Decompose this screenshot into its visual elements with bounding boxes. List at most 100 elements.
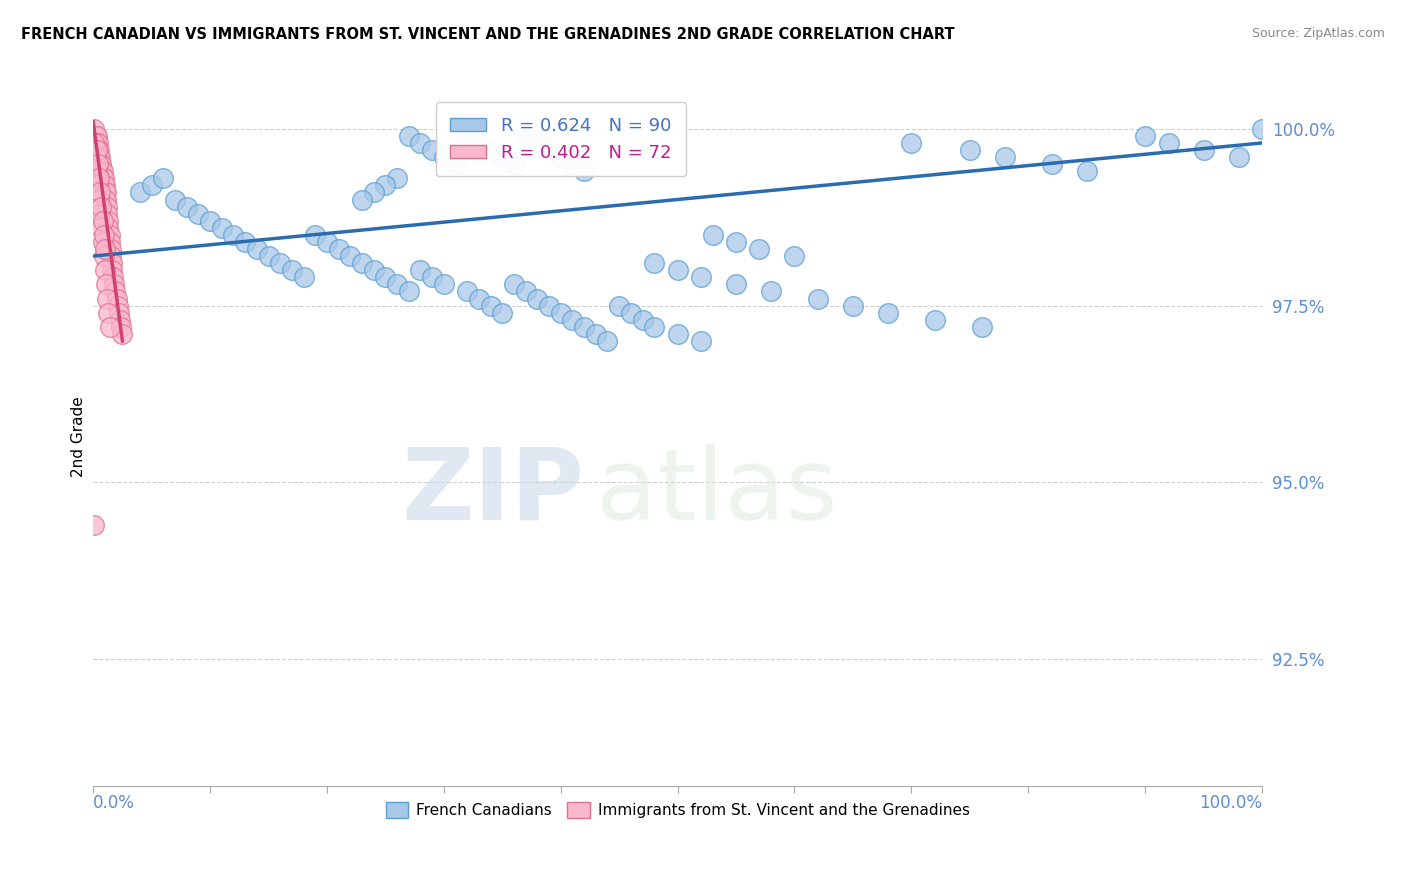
Point (87, 143, 110, 157)
Point (222, 227, 245, 242)
Point (94, 178, 117, 193)
Point (101, 263, 124, 277)
Point (759, 285, 782, 299)
Point (702, 227, 724, 242)
Point (91, 235, 114, 249)
Point (409, 136, 432, 150)
Point (110, 319, 132, 334)
Point (491, 306, 513, 320)
Point (104, 285, 127, 299)
Point (89, 186, 111, 200)
Point (233, 235, 256, 249)
Point (97, 213, 120, 227)
Point (94, 186, 117, 200)
Point (86, 143, 108, 157)
Point (87, 143, 110, 157)
Point (87, 157, 110, 171)
Point (550, 306, 572, 320)
Point (91, 164, 114, 178)
Point (420, 143, 443, 157)
Point (339, 249, 361, 263)
Point (101, 270, 124, 285)
Point (211, 220, 233, 235)
Point (456, 128, 478, 143)
Point (83, 517, 105, 532)
Point (607, 299, 630, 313)
Point (643, 256, 665, 270)
Point (187, 207, 209, 221)
Point (97, 306, 120, 320)
Point (246, 242, 269, 256)
Point (631, 312, 654, 326)
Point (108, 312, 131, 326)
Point (924, 312, 946, 326)
Point (111, 326, 134, 341)
Point (959, 143, 981, 157)
Point (257, 249, 280, 263)
Point (198, 213, 221, 227)
Point (842, 299, 865, 313)
Point (1251, 121, 1274, 136)
Point (84, 143, 107, 157)
Point (91, 178, 114, 193)
Y-axis label: 2nd Grade: 2nd Grade (72, 396, 86, 477)
Point (479, 299, 502, 313)
Point (503, 157, 526, 171)
Point (561, 312, 583, 326)
Point (304, 227, 326, 242)
Point (87, 136, 110, 150)
Text: 100.0%: 100.0% (1199, 794, 1263, 812)
Point (176, 200, 198, 214)
Point (1133, 128, 1156, 143)
Point (643, 319, 665, 334)
Point (877, 306, 900, 320)
Point (103, 277, 125, 292)
Point (1040, 157, 1063, 171)
Point (100, 249, 122, 263)
Point (94, 193, 117, 207)
Text: Source: ZipAtlas.com: Source: ZipAtlas.com (1251, 27, 1385, 40)
Point (526, 136, 548, 150)
Point (89, 150, 111, 164)
Point (90, 171, 112, 186)
Point (87, 193, 110, 207)
Point (94, 193, 117, 207)
Point (89, 157, 111, 171)
Point (572, 319, 595, 334)
Point (87, 157, 110, 171)
Point (90, 157, 112, 171)
Point (96, 292, 118, 306)
Point (690, 334, 713, 348)
Point (91, 213, 114, 227)
Point (385, 277, 408, 292)
Point (97, 220, 120, 235)
Point (420, 270, 443, 285)
Point (456, 285, 478, 299)
Point (281, 263, 304, 277)
Point (807, 292, 830, 306)
Point (433, 150, 456, 164)
Point (409, 263, 432, 277)
Point (94, 242, 117, 256)
Point (666, 263, 689, 277)
Point (90, 164, 112, 178)
Point (87, 150, 110, 164)
Point (1192, 143, 1215, 157)
Point (105, 292, 128, 306)
Point (96, 207, 118, 221)
Point (89, 207, 111, 221)
Point (94, 186, 117, 200)
Point (350, 193, 373, 207)
Point (86, 136, 108, 150)
Point (783, 249, 806, 263)
Point (491, 150, 513, 164)
Point (970, 319, 993, 334)
Point (585, 326, 607, 341)
Point (93, 186, 115, 200)
Point (84, 150, 107, 164)
Point (98, 319, 121, 334)
Text: 0.0%: 0.0% (93, 794, 135, 812)
Point (316, 235, 339, 249)
Point (900, 136, 922, 150)
Point (725, 235, 748, 249)
